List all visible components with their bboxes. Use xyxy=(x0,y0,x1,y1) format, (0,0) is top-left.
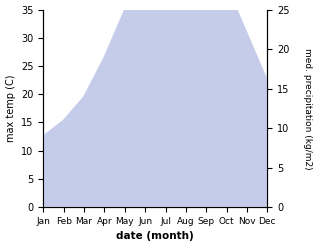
Y-axis label: med. precipitation (kg/m2): med. precipitation (kg/m2) xyxy=(303,48,313,169)
X-axis label: date (month): date (month) xyxy=(116,231,194,242)
Y-axis label: max temp (C): max temp (C) xyxy=(5,75,16,142)
